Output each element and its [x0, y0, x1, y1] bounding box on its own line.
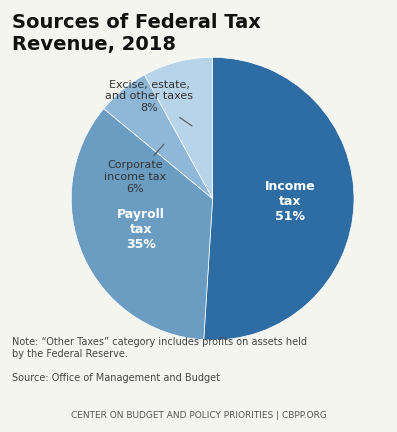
Text: Payroll
tax
35%: Payroll tax 35% [118, 208, 165, 251]
Wedge shape [71, 108, 213, 340]
Text: Source: Office of Management and Budget: Source: Office of Management and Budget [12, 373, 220, 384]
Text: Sources of Federal Tax
Revenue, 2018: Sources of Federal Tax Revenue, 2018 [12, 13, 261, 54]
Text: Note: “Other Taxes” category includes profits on assets held
by the Federal Rese: Note: “Other Taxes” category includes pr… [12, 337, 307, 359]
Wedge shape [204, 57, 354, 340]
Text: Corporate
income tax
6%: Corporate income tax 6% [104, 144, 166, 194]
Text: Income
tax
51%: Income tax 51% [265, 180, 316, 222]
Text: CENTER ON BUDGET AND POLICY PRIORITIES | CBPP.ORG: CENTER ON BUDGET AND POLICY PRIORITIES |… [71, 411, 326, 420]
Wedge shape [145, 57, 213, 199]
Text: Excise, estate,
and other taxes
8%: Excise, estate, and other taxes 8% [105, 80, 193, 126]
Wedge shape [104, 75, 213, 199]
